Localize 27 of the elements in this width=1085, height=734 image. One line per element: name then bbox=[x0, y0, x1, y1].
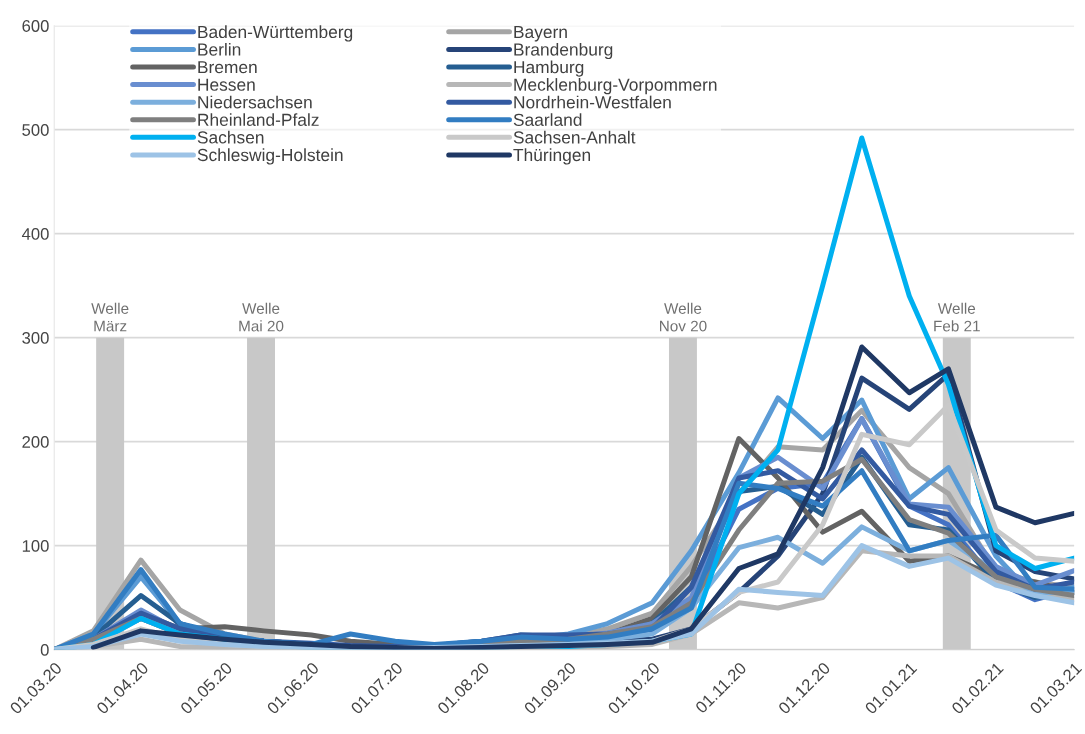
legend-label: Niedersachsen bbox=[198, 95, 312, 109]
legend-label: Nordrhein-Westfalen bbox=[514, 95, 671, 109]
legend-label: Brandenburg bbox=[514, 42, 613, 60]
band-label: Welle März bbox=[91, 302, 129, 332]
legend-label: Hamburg bbox=[514, 60, 584, 77]
legend-label: Sachsen bbox=[197, 130, 264, 144]
legend-label: Berlin bbox=[198, 42, 241, 56]
band-label: Welle Mai 20 bbox=[239, 302, 284, 332]
y-tick-label: 400 bbox=[21, 228, 49, 240]
legend-label: Hessen bbox=[198, 78, 255, 91]
legend-label: Thüringen bbox=[513, 148, 591, 165]
legend-label: Sachsen-Anhalt bbox=[513, 130, 636, 144]
y-tick-label: 500 bbox=[22, 124, 49, 136]
y-tick-label: 600 bbox=[22, 20, 49, 32]
legend-label: Bayern bbox=[514, 26, 567, 42]
legend-label: Mecklenburg-Vorpommern bbox=[514, 78, 717, 95]
y-tick-label: 0 bbox=[40, 643, 49, 656]
legend-label: Saarland bbox=[513, 113, 582, 126]
y-tick-label: 100 bbox=[22, 540, 49, 552]
legend-label: Bremen bbox=[198, 61, 257, 74]
y-tick-label: 200 bbox=[22, 436, 49, 448]
band-label: Welle Feb 21 bbox=[934, 302, 980, 332]
legend-label: Schleswig-Holstein bbox=[197, 148, 343, 165]
y-tick-label: 300 bbox=[22, 332, 49, 344]
band-label: Welle Nov 20 bbox=[660, 302, 707, 332]
legend-label: Baden-Württemberg bbox=[198, 25, 353, 42]
legend-label: Rheinland-Pfalz bbox=[198, 113, 319, 126]
